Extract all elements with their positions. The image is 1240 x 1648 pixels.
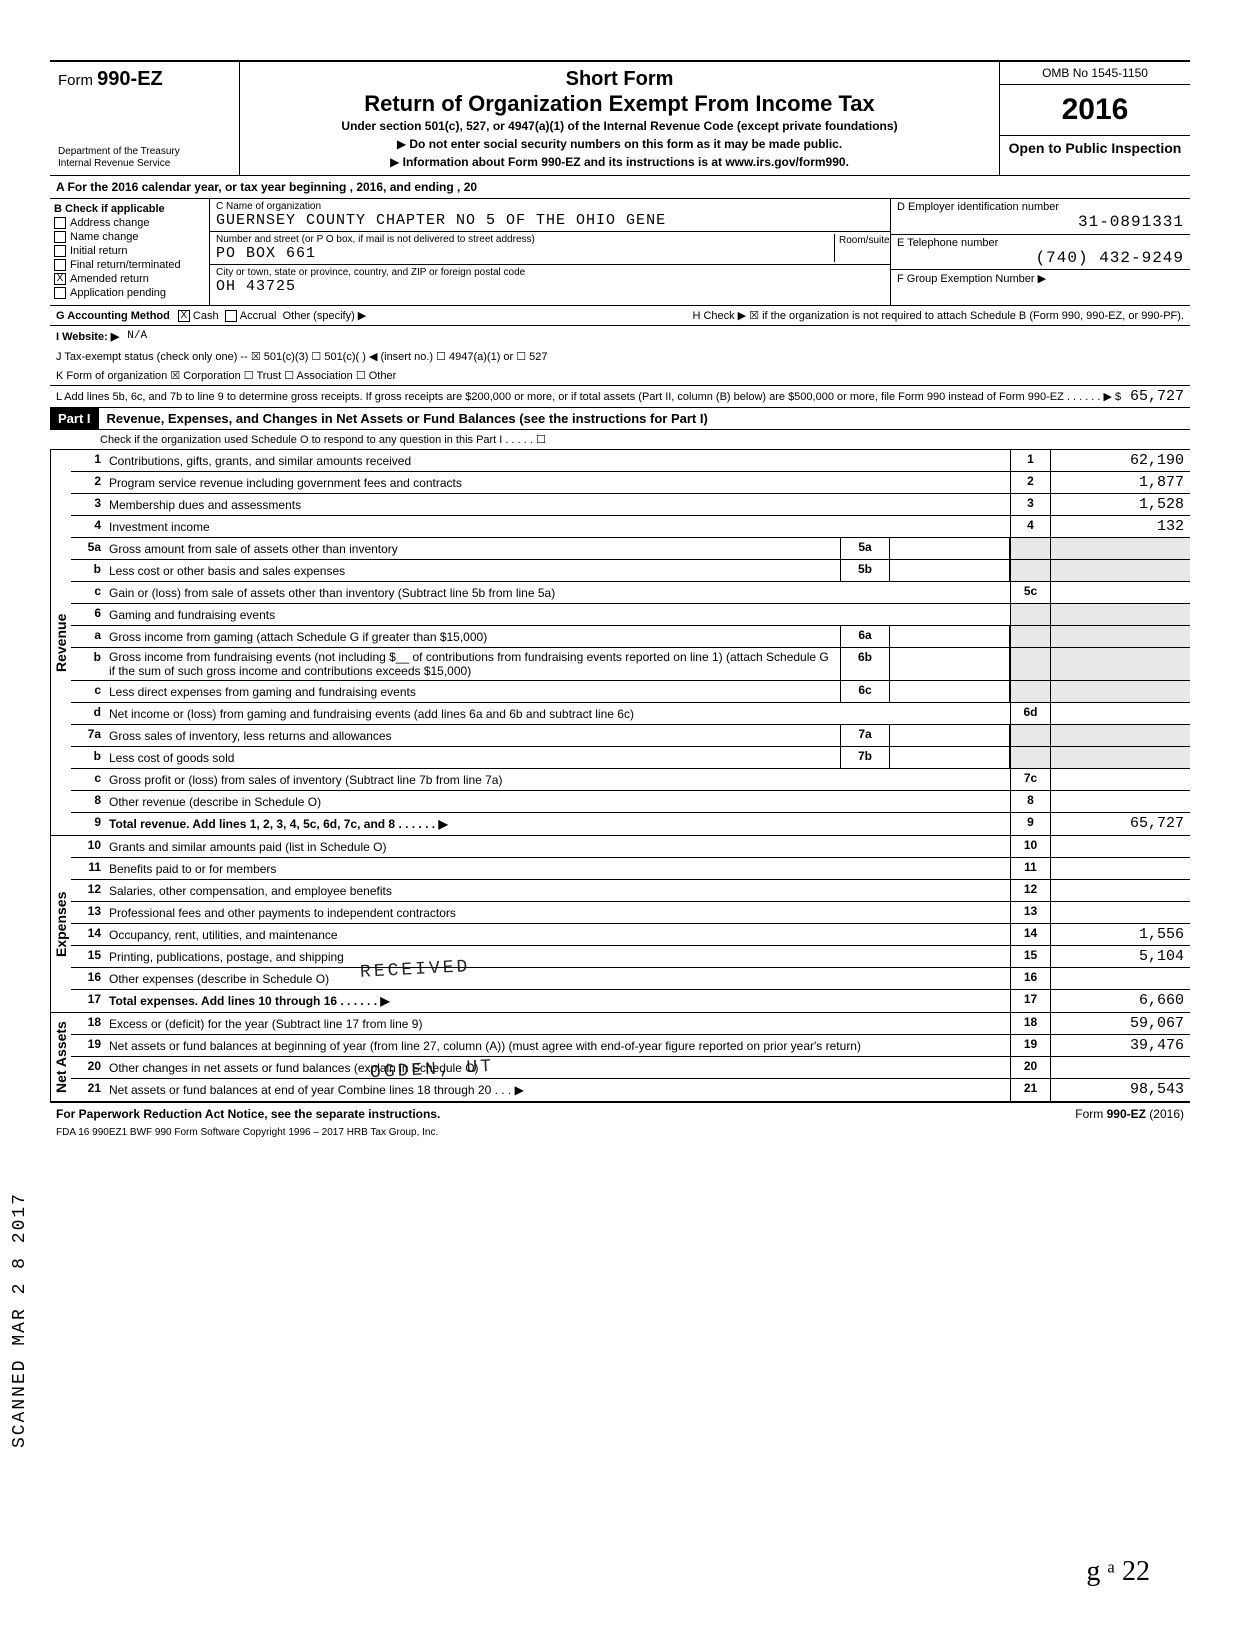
gross-receipts: 65,727 — [1130, 388, 1184, 405]
street-val: PO BOX 661 — [216, 245, 834, 262]
checkbox-application-pending[interactable]: Application pending — [54, 287, 205, 299]
checkbox-name-change[interactable]: Name change — [54, 231, 205, 243]
row-5a: 5aGross amount from sale of assets other… — [71, 538, 1190, 560]
room-label: Room/suite — [839, 235, 890, 246]
row-4: 4Investment income4132 — [71, 516, 1190, 538]
paperwork-notice: For Paperwork Reduction Act Notice, see … — [56, 1107, 440, 1121]
line-j: J Tax-exempt status (check only one) -- … — [50, 346, 1190, 366]
netassets-label: Net Assets — [50, 1013, 71, 1101]
cash-checkbox[interactable]: X — [178, 310, 190, 322]
omb-number: OMB No 1545-1150 — [1000, 62, 1190, 85]
line-a: A For the 2016 calendar year, or tax yea… — [50, 176, 1190, 199]
header-center: Short Form Return of Organization Exempt… — [240, 62, 1000, 175]
box-def: D Employer identification number 31-0891… — [890, 199, 1190, 305]
line-k: K Form of organization ☒ Corporation ☐ T… — [50, 366, 1190, 386]
row-16: 16Other expenses (describe in Schedule O… — [71, 968, 1190, 990]
form-label: Form — [58, 72, 93, 89]
signature: g ᵃ 22 — [1086, 1556, 1150, 1588]
row-10: 10Grants and similar amounts paid (list … — [71, 836, 1190, 858]
part1-check: Check if the organization used Schedule … — [50, 430, 1190, 450]
open-inspection: Open to Public Inspection — [1000, 136, 1190, 161]
row-6: 6Gaming and fundraising events — [71, 604, 1190, 626]
short-form: Short Form — [250, 68, 989, 91]
row-b: bLess cost or other basis and sales expe… — [71, 560, 1190, 582]
note1: Do not enter social security numbers on … — [250, 137, 989, 151]
checkbox-address-change[interactable]: Address change — [54, 217, 205, 229]
line-l: L Add lines 5b, 6c, and 7b to line 9 to … — [50, 386, 1190, 408]
row-17: 17Total expenses. Add lines 10 through 1… — [71, 990, 1190, 1012]
note2: Information about Form 990-EZ and its in… — [250, 155, 989, 169]
accrual-checkbox[interactable] — [225, 310, 237, 322]
form-header: Form 990-EZ Department of the Treasury I… — [50, 60, 1190, 176]
line-g-h: G Accounting Method X Cash Accrual Other… — [50, 306, 1190, 326]
form-990ez: Form 990-EZ Department of the Treasury I… — [50, 60, 1190, 1140]
phone: (740) 432-9249 — [897, 249, 1184, 267]
part1-title: Revenue, Expenses, and Changes in Net As… — [99, 408, 716, 429]
header-right: OMB No 1545-1150 2016 Open to Public Ins… — [1000, 62, 1190, 175]
line-h: H Check ▶ ☒ if the organization is not r… — [692, 309, 1184, 322]
box-b: B Check if applicable Address change Name… — [50, 199, 210, 305]
form-number: Form 990-EZ — [58, 68, 231, 91]
row-b: bLess cost of goods sold7b — [71, 747, 1190, 769]
netassets-section: Net Assets 18Excess or (deficit) for the… — [50, 1013, 1190, 1103]
row-20: 20Other changes in net assets or fund ba… — [71, 1057, 1190, 1079]
org-name: GUERNSEY COUNTY CHAPTER NO 5 OF THE OHIO… — [216, 212, 884, 229]
software-credit: FDA 16 990EZ1 BWF 990 Form Software Copy… — [50, 1125, 1190, 1140]
row-13: 13Professional fees and other payments t… — [71, 902, 1190, 924]
row-7a: 7aGross sales of inventory, less returns… — [71, 725, 1190, 747]
checkbox-amended-return[interactable]: XAmended return — [54, 273, 205, 285]
box-e: E Telephone number (740) 432-9249 — [891, 235, 1190, 271]
row-14: 14Occupancy, rent, utilities, and mainte… — [71, 924, 1190, 946]
box-b-label: B Check if applicable — [54, 203, 205, 215]
footer: For Paperwork Reduction Act Notice, see … — [50, 1103, 1190, 1125]
row-15: 15Printing, publications, postage, and s… — [71, 946, 1190, 968]
row-21: 21Net assets or fund balances at end of … — [71, 1079, 1190, 1101]
row-18: 18Excess or (deficit) for the year (Subt… — [71, 1013, 1190, 1035]
street-label: Number and street (or P O box, if mail i… — [216, 234, 834, 245]
scanned-stamp: SCANNED MAR 2 8 2017 — [10, 1192, 30, 1448]
row-8: 8Other revenue (describe in Schedule O)8 — [71, 791, 1190, 813]
checkbox-initial-return[interactable]: Initial return — [54, 245, 205, 257]
city-label: City or town, state or province, country… — [216, 267, 884, 278]
row-12: 12Salaries, other compensation, and empl… — [71, 880, 1190, 902]
row-a: aGross income from gaming (attach Schedu… — [71, 626, 1190, 648]
tax-year: 2016 — [1000, 85, 1190, 136]
revenue-section: Revenue 1Contributions, gifts, grants, a… — [50, 450, 1190, 836]
website-val: N/A — [127, 330, 147, 342]
row-9: 9Total revenue. Add lines 1, 2, 3, 4, 5c… — [71, 813, 1190, 835]
row-c: cGain or (loss) from sale of assets othe… — [71, 582, 1190, 604]
row-19: 19Net assets or fund balances at beginni… — [71, 1035, 1190, 1057]
row-11: 11Benefits paid to or for members11 — [71, 858, 1190, 880]
name-label: C Name of organization — [216, 201, 884, 212]
line-i: I Website: ▶ N/A — [50, 326, 1190, 346]
box-f: F Group Exemption Number ▶ — [891, 270, 1190, 305]
row-b: bGross income from fundraising events (n… — [71, 648, 1190, 681]
row-3: 3Membership dues and assessments31,528 — [71, 494, 1190, 516]
form-subtitle: Under section 501(c), 527, or 4947(a)(1)… — [250, 119, 989, 133]
dept2: Internal Revenue Service — [58, 158, 231, 170]
part1-header: Part I Revenue, Expenses, and Changes in… — [50, 408, 1190, 430]
row-1: 1Contributions, gifts, grants, and simil… — [71, 450, 1190, 472]
row-2: 2Program service revenue including gover… — [71, 472, 1190, 494]
header-left: Form 990-EZ Department of the Treasury I… — [50, 62, 240, 175]
form-number-val: 990-EZ — [97, 68, 163, 90]
dept-block: Department of the Treasury Internal Reve… — [58, 146, 231, 169]
box-d: D Employer identification number 31-0891… — [891, 199, 1190, 235]
box-c: C Name of organization GUERNSEY COUNTY C… — [210, 199, 890, 305]
ein: 31-0891331 — [897, 213, 1184, 231]
expenses-section: Expenses 10Grants and similar amounts pa… — [50, 836, 1190, 1013]
row-c: cGross profit or (loss) from sales of in… — [71, 769, 1190, 791]
form-title: Return of Organization Exempt From Incom… — [250, 91, 989, 117]
row-c: cLess direct expenses from gaming and fu… — [71, 681, 1190, 703]
top-grid: B Check if applicable Address change Name… — [50, 199, 1190, 306]
row-d: dNet income or (loss) from gaming and fu… — [71, 703, 1190, 725]
revenue-label: Revenue — [50, 450, 71, 835]
city-val: OH 43725 — [216, 278, 884, 295]
expenses-label: Expenses — [50, 836, 71, 1012]
part1-label: Part I — [50, 408, 99, 429]
checkbox-final-return-terminated[interactable]: Final return/terminated — [54, 259, 205, 271]
dept1: Department of the Treasury — [58, 146, 231, 158]
form-ref: Form 990-EZ (2016) — [1075, 1107, 1184, 1121]
